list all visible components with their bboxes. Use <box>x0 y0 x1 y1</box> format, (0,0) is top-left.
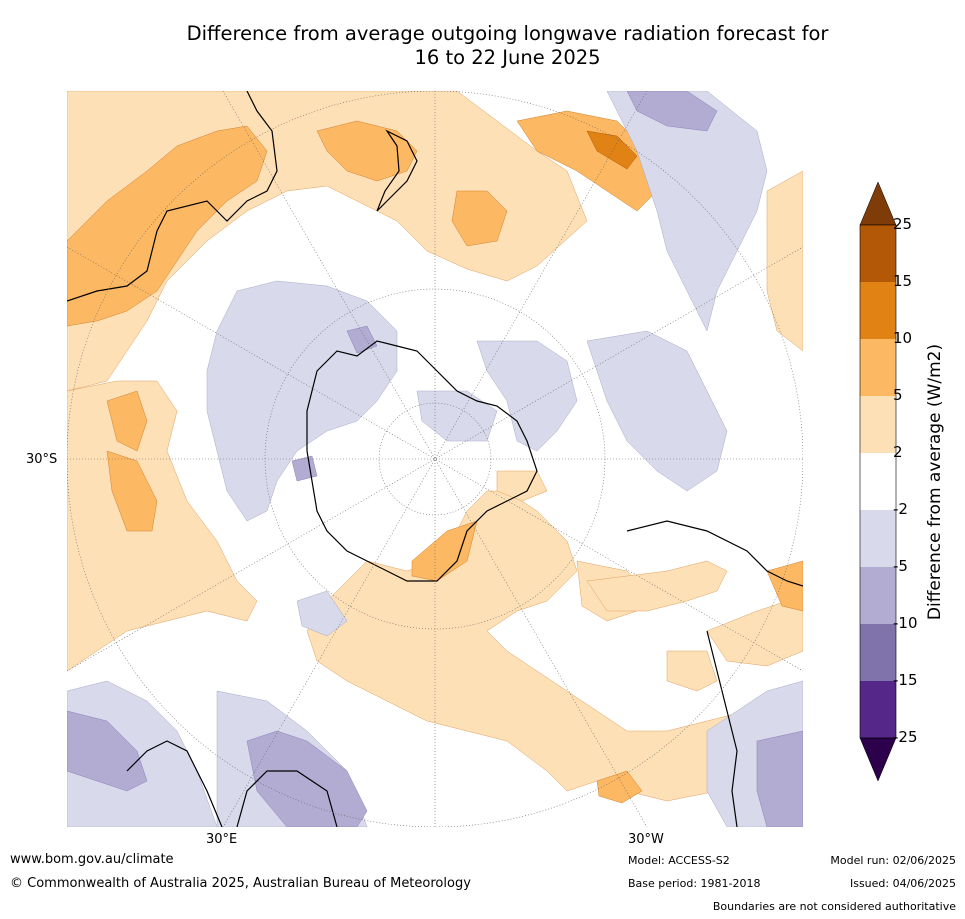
south-america-coast <box>626 520 803 587</box>
colorbar-tick-10: 10 <box>893 329 913 347</box>
colorbar-band-m5-m10 <box>860 567 896 624</box>
colorbar-band-neutral <box>860 453 896 510</box>
chart-title: Difference from average outgoing longwav… <box>0 22 965 70</box>
anomaly-map <box>67 91 803 827</box>
colorbar-tick-15: 15 <box>893 272 913 290</box>
footer-url[interactable]: www.bom.gov.au/climate <box>10 852 174 867</box>
colorbar-tick-m5: -5 <box>893 557 908 575</box>
footer-disclaimer: Boundaries are not considered authoritat… <box>712 900 956 913</box>
colorbar-tick-m2: -2 <box>893 500 908 518</box>
anomaly-negative-moderate <box>67 91 803 827</box>
colorbar-band-15-25 <box>860 225 896 282</box>
colorbar-band-m10-m15 <box>860 624 896 681</box>
colorbar-band-2-5 <box>860 396 896 453</box>
colorbar-tick-25: 25 <box>893 215 913 233</box>
africa-coast <box>126 740 223 827</box>
colorbar-tick-5: 5 <box>893 386 903 404</box>
australia-coast <box>67 91 278 302</box>
footer-model: Model: ACCESS-S2 <box>628 854 730 867</box>
colorbar-tick-m10: -10 <box>893 614 918 632</box>
colorbar-band-5-10 <box>860 339 896 396</box>
lat-label-30s: 30°S <box>26 452 58 467</box>
colorbar-band-m2-m5 <box>860 510 896 567</box>
antarctica-coast <box>306 340 538 582</box>
colorbar-band-10-15 <box>860 282 896 339</box>
title-line-1: Difference from average outgoing longwav… <box>186 22 829 45</box>
colorbar-title: Difference from average (W/m2) <box>925 343 945 621</box>
colorbar-tick-m15: -15 <box>893 671 918 689</box>
footer-model-run: Model run: 02/06/2025 <box>830 854 956 867</box>
colorbar-over-triangle <box>859 182 897 226</box>
lon-label-30w: 30°W <box>628 832 664 847</box>
new-zealand-coast <box>376 129 418 212</box>
lon-label-30e: 30°E <box>206 832 238 847</box>
graticule <box>67 91 803 827</box>
colorbar <box>859 182 897 782</box>
coastlines <box>67 91 803 827</box>
colorbar-under-triangle <box>859 737 897 782</box>
colorbar-tick-m25: -25 <box>893 728 918 746</box>
footer-base-period: Base period: 1981-2018 <box>628 877 761 890</box>
colorbar-band-m15-m25 <box>860 681 896 738</box>
anomaly-positive-strong <box>586 130 638 170</box>
footer-copyright: © Commonwealth of Australia 2025, Austra… <box>10 876 471 891</box>
africa-south-coast <box>236 770 338 827</box>
colorbar-tick-2: 2 <box>893 443 903 461</box>
footer-issued: Issued: 04/06/2025 <box>849 877 956 890</box>
south-america-east-coast <box>706 630 738 827</box>
title-line-2: 16 to 22 June 2025 <box>414 46 601 69</box>
